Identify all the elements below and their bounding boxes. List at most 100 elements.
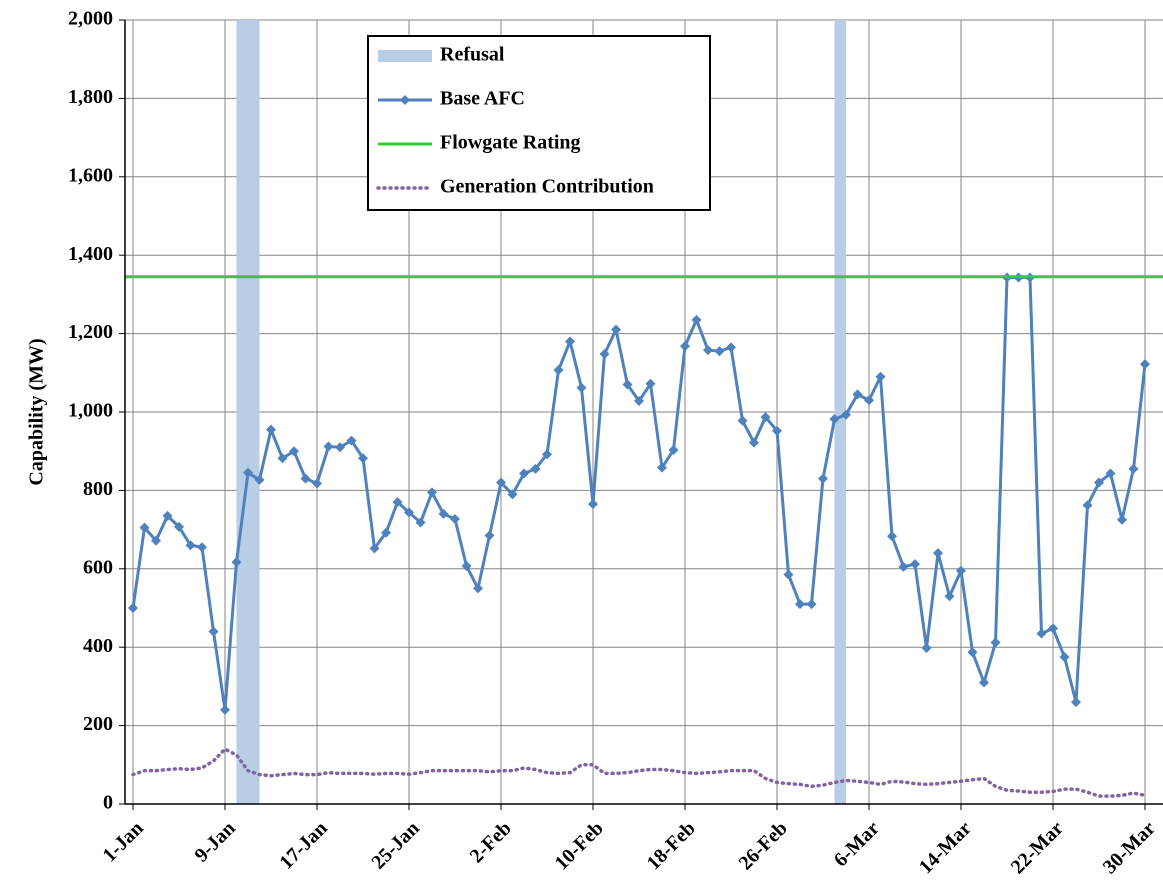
marker (933, 548, 943, 559)
marker (1082, 500, 1093, 511)
marker (254, 474, 265, 485)
marker (611, 324, 621, 335)
marker (530, 463, 541, 474)
y-tick-label: 400 (83, 635, 113, 657)
refusal-band (236, 20, 260, 804)
marker (921, 642, 932, 653)
marker (312, 478, 322, 489)
marker (657, 462, 667, 473)
marker (898, 561, 909, 572)
marker (438, 508, 449, 519)
legend-label: Base AFC (440, 88, 525, 110)
marker (358, 453, 368, 464)
x-tick-label: 10-Feb (551, 817, 608, 874)
marker (852, 389, 863, 400)
marker (128, 603, 138, 613)
marker (415, 517, 426, 528)
y-tick-label: 200 (83, 713, 113, 735)
marker (1128, 463, 1139, 474)
x-tick-label: 2-Feb (466, 817, 516, 867)
marker (300, 473, 311, 484)
marker (634, 396, 644, 407)
marker (208, 626, 219, 637)
x-tick-label: 22-Mar (1007, 817, 1068, 878)
marker (783, 569, 794, 580)
marker (703, 345, 713, 356)
marker (841, 409, 851, 420)
legend-box (367, 35, 711, 211)
marker (818, 473, 828, 484)
marker (576, 382, 587, 393)
legend-label: Flowgate Rating (440, 132, 581, 154)
marker (392, 497, 403, 508)
marker (726, 342, 736, 353)
marker (887, 531, 897, 542)
marker (622, 379, 633, 390)
marker (427, 487, 437, 498)
refusal-band (834, 20, 846, 804)
marker (277, 453, 288, 464)
marker (1140, 359, 1150, 370)
marker (772, 425, 782, 436)
marker (243, 467, 253, 478)
legend-marker (400, 95, 410, 105)
marker (1117, 514, 1127, 525)
marker (1036, 628, 1047, 639)
marker (1048, 623, 1058, 634)
marker (450, 514, 460, 525)
legend-label: Generation Contribution (440, 176, 654, 198)
y-tick-label: 600 (83, 556, 113, 578)
marker (910, 559, 920, 570)
marker (599, 348, 610, 359)
marker (668, 445, 679, 456)
marker (979, 677, 989, 688)
legend-swatch (378, 50, 432, 62)
marker (369, 543, 380, 554)
x-tick-label: 17-Jan (275, 817, 331, 873)
y-tick-label: 2,000 (68, 8, 113, 30)
marker (944, 591, 955, 602)
marker (760, 412, 771, 423)
marker (1094, 477, 1104, 488)
marker (484, 530, 495, 541)
marker (151, 535, 161, 546)
marker (266, 424, 276, 435)
x-tick-label: 6-Mar (830, 817, 884, 871)
marker (1071, 697, 1081, 708)
marker (220, 704, 230, 715)
y-tick-label: 1,600 (68, 164, 113, 186)
x-tick-label: 1-Jan (98, 817, 147, 866)
marker (806, 599, 817, 610)
y-tick-label: 0 (103, 792, 113, 814)
x-tick-label: 25-Jan (367, 817, 423, 873)
marker (645, 378, 656, 389)
marker (565, 336, 575, 347)
marker (496, 477, 506, 488)
marker (231, 557, 242, 568)
x-tick-label: 26-Feb (735, 817, 792, 874)
marker (990, 637, 1001, 648)
marker (461, 561, 472, 572)
marker (864, 395, 874, 406)
marker (139, 522, 150, 533)
marker (967, 647, 978, 658)
marker (507, 489, 518, 500)
x-tick-label: 18-Feb (643, 817, 700, 874)
marker (875, 371, 886, 382)
marker (691, 314, 702, 325)
marker (680, 341, 690, 352)
marker (1105, 468, 1116, 479)
marker (1059, 652, 1070, 662)
marker (162, 510, 173, 521)
marker (714, 346, 725, 357)
y-tick-label: 1,000 (68, 400, 113, 422)
marker (553, 365, 564, 376)
marker (323, 441, 334, 452)
x-tick-label: 14-Mar (915, 817, 976, 878)
marker (174, 521, 184, 532)
y-tick-label: 1,800 (68, 86, 113, 108)
marker (381, 527, 391, 538)
marker (185, 540, 196, 551)
series-line (131, 747, 1147, 798)
